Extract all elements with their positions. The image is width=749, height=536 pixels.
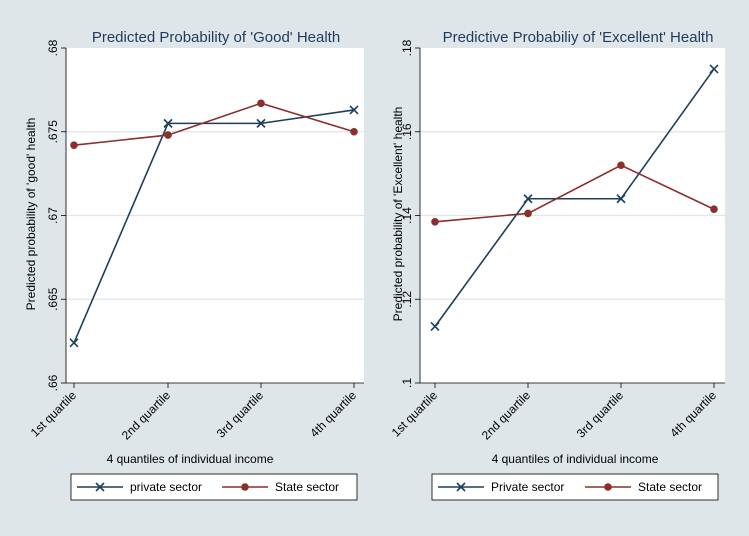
chart-title: Predicted Probability of 'Good' Health [92, 29, 340, 46]
x-tick-label: 3rd quartile [574, 388, 627, 441]
y-tick-label: .675 [46, 120, 60, 144]
series-line-state [73, 102, 355, 146]
legend-state-label: State sector [275, 480, 339, 494]
y-tick-label: .14 [400, 207, 414, 224]
y-tick-label: .16 [400, 123, 414, 140]
data-point-private [616, 194, 626, 204]
y-tick-label: .18 [400, 39, 414, 56]
legend-private-marker [456, 482, 466, 492]
y-axis-label: Predicted probability of 'Excellent' hea… [391, 107, 405, 322]
x-axis-label: 4 quantiles of individual income [107, 452, 274, 466]
x-tick-label: 1st quartile [389, 388, 441, 440]
legend-state-marker [241, 483, 249, 491]
data-point-state [257, 99, 265, 108]
y-tick-label: .665 [46, 287, 60, 311]
series-line-private [434, 68, 715, 327]
chart-title: Predictive Probabiliy of 'Excellent' Hea… [443, 29, 714, 46]
data-point-private [256, 118, 266, 128]
data-point-state [164, 131, 172, 139]
x-tick-label: 4th quartile [307, 388, 359, 440]
x-tick-label: 4th quartile [667, 388, 719, 440]
legend-state-marker [604, 483, 612, 491]
x-tick-label: 2nd quartile [119, 388, 173, 442]
legend: Private sector State sector [431, 473, 719, 501]
y-tick-label: .1 [400, 378, 414, 388]
x-tick-label: 3rd quartile [214, 388, 267, 441]
legend-private-marker [95, 482, 105, 492]
data-point-state [431, 217, 439, 226]
series-line-state [434, 164, 715, 223]
data-point-private [709, 64, 719, 74]
data-point-state [70, 141, 78, 149]
panel-good-health: Predicted Probability of 'Good' Health 4… [24, 29, 364, 501]
data-point-private [349, 105, 359, 115]
x-tick-label: 2nd quartile [479, 388, 533, 442]
x-axis-label: 4 quantiles of individual income [492, 452, 659, 466]
data-point-state [617, 161, 625, 170]
data-point-state [350, 127, 358, 136]
y-tick-label: .12 [400, 291, 414, 308]
x-tick-label: 1st quartile [28, 388, 80, 440]
y-tick-label: .68 [46, 39, 60, 56]
legend-state-label: State sector [638, 480, 702, 494]
y-axis-label: Predicted probability of 'good' health [24, 118, 38, 311]
series-line-private [73, 109, 355, 344]
data-point-state [524, 209, 532, 218]
data-point-state [710, 205, 718, 214]
y-tick-label: .67 [46, 207, 60, 224]
legend-private-label: Private sector [491, 480, 564, 494]
data-point-private [69, 338, 79, 348]
data-point-private [523, 194, 533, 204]
data-point-private [430, 321, 440, 332]
legend: private sector State sector [70, 473, 358, 501]
legend-private-label: private sector [130, 480, 202, 494]
y-tick-label: .66 [46, 374, 60, 391]
data-point-private [163, 118, 173, 128]
panel-excellent-health: Predictive Probabiliy of 'Excellent' Hea… [389, 29, 725, 501]
